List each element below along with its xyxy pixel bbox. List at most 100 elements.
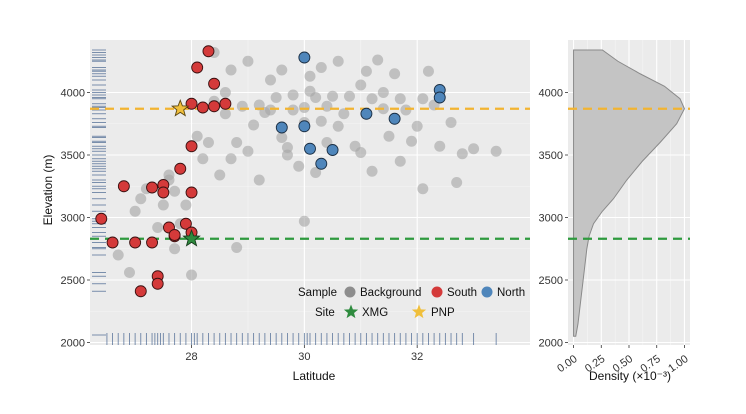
point-background	[287, 89, 299, 101]
point-background	[197, 153, 209, 165]
point-background	[468, 143, 480, 155]
point-background	[152, 222, 164, 233]
legend-label-pnp: PNP	[431, 307, 455, 319]
point-background	[248, 119, 260, 131]
point-background	[355, 79, 367, 91]
point-south	[191, 61, 204, 74]
point-south	[129, 236, 142, 249]
point-background	[310, 92, 322, 103]
point-background	[394, 93, 406, 105]
point-south	[196, 101, 209, 114]
point-background	[276, 132, 288, 143]
point-background	[417, 183, 429, 195]
point-south	[117, 180, 130, 193]
point-north	[298, 120, 311, 133]
point-background	[389, 68, 401, 80]
point-background	[293, 160, 305, 172]
pnp-star	[170, 98, 190, 117]
legend-label-south: South	[447, 287, 477, 299]
legend-dot-north	[481, 286, 493, 298]
point-south	[146, 236, 159, 249]
point-south	[168, 229, 181, 241]
point-background	[417, 93, 429, 105]
point-background	[191, 130, 203, 142]
point-south	[174, 162, 187, 175]
density-y-tick-label: 3000	[539, 213, 563, 225]
point-south	[185, 97, 198, 110]
point-background	[265, 104, 277, 116]
point-background	[219, 108, 231, 120]
point-north	[360, 107, 373, 120]
point-background	[253, 174, 265, 186]
point-north	[315, 157, 328, 170]
point-background	[327, 90, 339, 102]
point-background	[180, 199, 192, 211]
legend-star-pnp-icon	[411, 304, 427, 319]
point-north	[298, 51, 311, 64]
point-south	[208, 100, 221, 113]
density-y-tick-label: 2000	[539, 338, 563, 350]
point-background	[219, 87, 231, 98]
point-south	[202, 45, 215, 58]
legend-label-background: Background	[360, 287, 421, 299]
point-north	[304, 142, 316, 155]
point-background	[445, 117, 457, 128]
point-background	[372, 54, 384, 66]
point-background	[225, 153, 237, 165]
point-background	[315, 115, 327, 127]
point-background	[214, 169, 226, 181]
point-south	[185, 186, 198, 199]
point-background	[343, 90, 355, 102]
point-south	[146, 181, 159, 194]
x-axis-label: Latitude	[293, 369, 336, 383]
point-south	[151, 277, 164, 290]
y-tick-label: 2500	[61, 275, 85, 287]
point-background	[242, 145, 254, 157]
point-background	[400, 104, 412, 116]
point-background	[315, 62, 327, 73]
point-background	[129, 205, 141, 217]
point-north	[388, 112, 401, 125]
legend-star-xmg-icon	[343, 304, 359, 319]
point-background	[270, 92, 282, 103]
point-background	[366, 93, 378, 105]
point-background	[242, 55, 254, 67]
density-y-tick-label: 3500	[539, 150, 563, 162]
point-background	[231, 137, 243, 148]
point-background	[422, 65, 434, 77]
point-background	[310, 167, 322, 178]
point-background	[434, 140, 446, 152]
point-background	[411, 120, 423, 132]
point-background	[281, 142, 293, 153]
legend: Sample Background South North Site XMG P…	[298, 286, 525, 319]
point-background	[394, 155, 406, 167]
point-background	[383, 130, 395, 142]
point-background	[123, 267, 135, 278]
point-background	[377, 87, 389, 98]
legend-dot-background	[344, 286, 356, 298]
point-background	[169, 243, 181, 255]
point-background	[338, 108, 350, 120]
point-south	[134, 285, 147, 298]
point-background	[366, 165, 378, 177]
point-background	[451, 177, 463, 188]
point-background	[163, 169, 175, 181]
point-south	[157, 186, 170, 199]
point-south	[179, 217, 192, 230]
point-background	[225, 64, 237, 76]
scatter-panel: 2000 2500 3000 3500 4000 28 30 32	[61, 40, 530, 363]
x-tick-label: 32	[411, 351, 423, 363]
point-background	[406, 135, 418, 147]
point-background	[298, 102, 310, 113]
density-area	[573, 49, 686, 337]
density-y-tick-label: 4000	[539, 88, 563, 100]
legend-title-site: Site	[315, 307, 335, 319]
point-background	[332, 120, 344, 132]
point-background	[490, 145, 502, 157]
point-background	[456, 148, 468, 160]
density-y-tick-label: 2500	[539, 275, 563, 287]
point-south	[208, 77, 221, 90]
